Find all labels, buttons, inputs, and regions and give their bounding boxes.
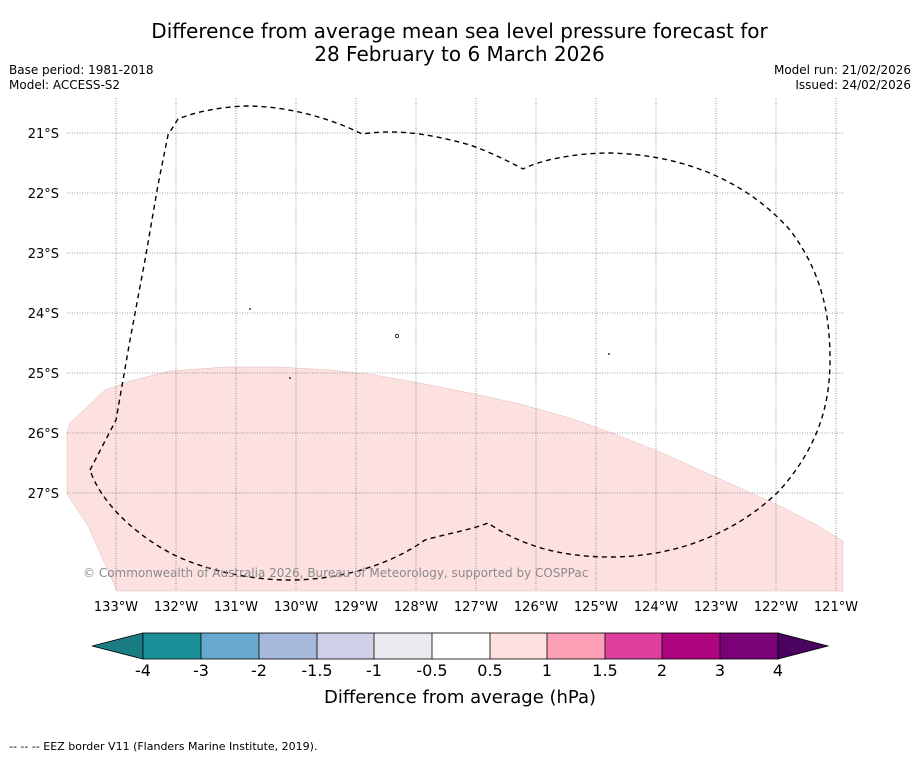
colorbar-segment <box>201 633 259 659</box>
lon-label: 125°W <box>574 600 618 615</box>
chart-title-line1: Difference from average mean sea level p… <box>151 19 768 43</box>
lat-label: 27°S <box>28 487 59 502</box>
chart-title-line2: 28 February to 6 March 2026 <box>314 42 605 66</box>
colorbar-tick-label: 0.5 <box>477 661 502 680</box>
colorbar-tick-label: 3 <box>715 661 725 680</box>
lat-label: 26°S <box>28 427 59 442</box>
colorbar-extend-low <box>91 632 144 660</box>
lat-label: 25°S <box>28 367 59 382</box>
colorbar-segment <box>317 633 374 659</box>
issued-date: Issued: 24/02/2026 <box>795 78 911 92</box>
island-marker <box>289 377 291 379</box>
colorbar-segment <box>547 633 605 659</box>
copyright-text: © Commonwealth of Australia 2026, Bureau… <box>83 566 588 580</box>
anomaly-region <box>66 366 844 592</box>
eez-border <box>89 105 831 581</box>
colorbar-segment <box>374 633 432 659</box>
graticule <box>67 98 843 591</box>
colorbar-tick-label: -2 <box>251 661 267 680</box>
base-period: Base period: 1981-2018 <box>9 63 154 77</box>
lon-label: 130°W <box>274 600 318 615</box>
lon-label: 123°W <box>694 600 738 615</box>
lon-label: 122°W <box>754 600 798 615</box>
lon-label: 131°W <box>214 600 258 615</box>
colorbar-tick-label: -3 <box>193 661 209 680</box>
colorbar-tick-label: -4 <box>135 661 151 680</box>
colorbar-tick-label: 4 <box>773 661 783 680</box>
colorbar-outline <box>142 632 779 660</box>
colorbar-segment <box>259 633 317 659</box>
island-marker <box>608 353 610 355</box>
colorbar-tick-label: 2 <box>657 661 667 680</box>
colorbar-ticks: -4 -3 -2 -1.5 -1 -0.5 0.5 1 1.5 2 3 4 <box>135 661 783 680</box>
latitude-labels: 21°S 22°S 23°S 24°S 25°S 26°S 27°S <box>28 127 59 502</box>
model-name: Model: ACCESS-S2 <box>9 78 121 92</box>
island-marker <box>395 334 399 338</box>
colorbar-segment <box>490 633 547 659</box>
small-islands <box>249 308 610 379</box>
colorbar-tick-label: -1.5 <box>301 661 332 680</box>
lon-label: 129°W <box>334 600 378 615</box>
colorbar-tick-label: 1 <box>542 661 552 680</box>
colorbar: -4 -3 -2 -1.5 -1 -0.5 0.5 1 1.5 2 3 4 Di… <box>91 632 830 708</box>
island-marker <box>249 308 251 310</box>
colorbar-dividers <box>200 633 721 659</box>
model-run: Model run: 21/02/2026 <box>773 63 911 77</box>
colorbar-extend-high <box>777 632 830 660</box>
colorbar-segment <box>143 633 201 659</box>
colorbar-segment <box>605 633 662 659</box>
lon-label: 126°W <box>514 600 558 615</box>
colorbar-segment <box>432 633 490 659</box>
map-panel: © Commonwealth of Australia 2026, Bureau… <box>66 98 844 592</box>
longitude-labels: 133°W 132°W 131°W 130°W 129°W 128°W 127°… <box>94 600 858 615</box>
lon-label: 124°W <box>634 600 678 615</box>
colorbar-segment <box>662 633 720 659</box>
lat-label: 24°S <box>28 307 59 322</box>
colorbar-tick-label: -1 <box>366 661 382 680</box>
colorbar-tick-label: -0.5 <box>416 661 447 680</box>
lon-label: 127°W <box>454 600 498 615</box>
lat-label: 21°S <box>28 127 59 142</box>
colorbar-title: Difference from average (hPa) <box>324 687 596 708</box>
lon-label: 128°W <box>394 600 438 615</box>
eez-footnote: -- -- -- EEZ border V11 (Flanders Marine… <box>9 740 318 753</box>
colorbar-tick-label: 1.5 <box>592 661 617 680</box>
lon-label: 121°W <box>814 600 858 615</box>
lon-label: 132°W <box>154 600 198 615</box>
colorbar-segment <box>720 633 778 659</box>
lat-label: 22°S <box>28 187 59 202</box>
lat-label: 23°S <box>28 247 59 262</box>
lon-label: 133°W <box>94 600 138 615</box>
